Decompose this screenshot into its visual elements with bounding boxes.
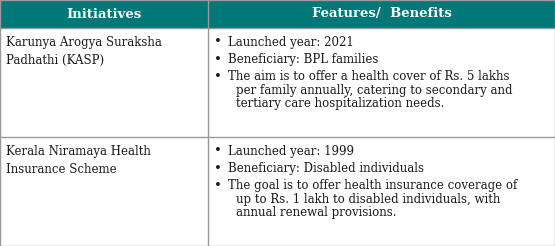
- Bar: [0, 28, 208, 137]
- Text: •: •: [214, 70, 222, 83]
- Text: The aim is to offer a health cover of Rs. 5 lakhs: The aim is to offer a health cover of Rs…: [228, 70, 509, 83]
- Bar: [208, 137, 555, 246]
- Bar: [208, 0, 555, 28]
- Text: Karunya Arogya Suraksha
Padhathi (KASP): Karunya Arogya Suraksha Padhathi (KASP): [6, 36, 162, 67]
- Text: tertiary care hospitalization needs.: tertiary care hospitalization needs.: [236, 97, 445, 110]
- Text: Launched year: 1999: Launched year: 1999: [228, 145, 354, 158]
- Text: The goal is to offer health insurance coverage of: The goal is to offer health insurance co…: [228, 179, 517, 192]
- Text: Kerala Niramaya Health
Insurance Scheme: Kerala Niramaya Health Insurance Scheme: [6, 145, 151, 176]
- Text: Features/  Benefits: Features/ Benefits: [312, 7, 451, 20]
- Text: Beneficiary: BPL families: Beneficiary: BPL families: [228, 53, 379, 66]
- Text: Launched year: 2021: Launched year: 2021: [228, 36, 354, 49]
- Text: Initiatives: Initiatives: [67, 7, 142, 20]
- Bar: [208, 28, 555, 137]
- Text: per family annually, catering to secondary and: per family annually, catering to seconda…: [236, 84, 513, 96]
- Text: •: •: [214, 53, 222, 66]
- Bar: [0, 0, 208, 28]
- Bar: [0, 137, 208, 246]
- Text: annual renewal provisions.: annual renewal provisions.: [236, 206, 397, 219]
- Text: Beneficiary: Disabled individuals: Beneficiary: Disabled individuals: [228, 162, 424, 175]
- Text: •: •: [214, 35, 222, 48]
- Text: •: •: [214, 144, 222, 157]
- Text: •: •: [214, 179, 222, 192]
- Text: up to Rs. 1 lakh to disabled individuals, with: up to Rs. 1 lakh to disabled individuals…: [236, 193, 501, 205]
- Text: •: •: [214, 162, 222, 175]
